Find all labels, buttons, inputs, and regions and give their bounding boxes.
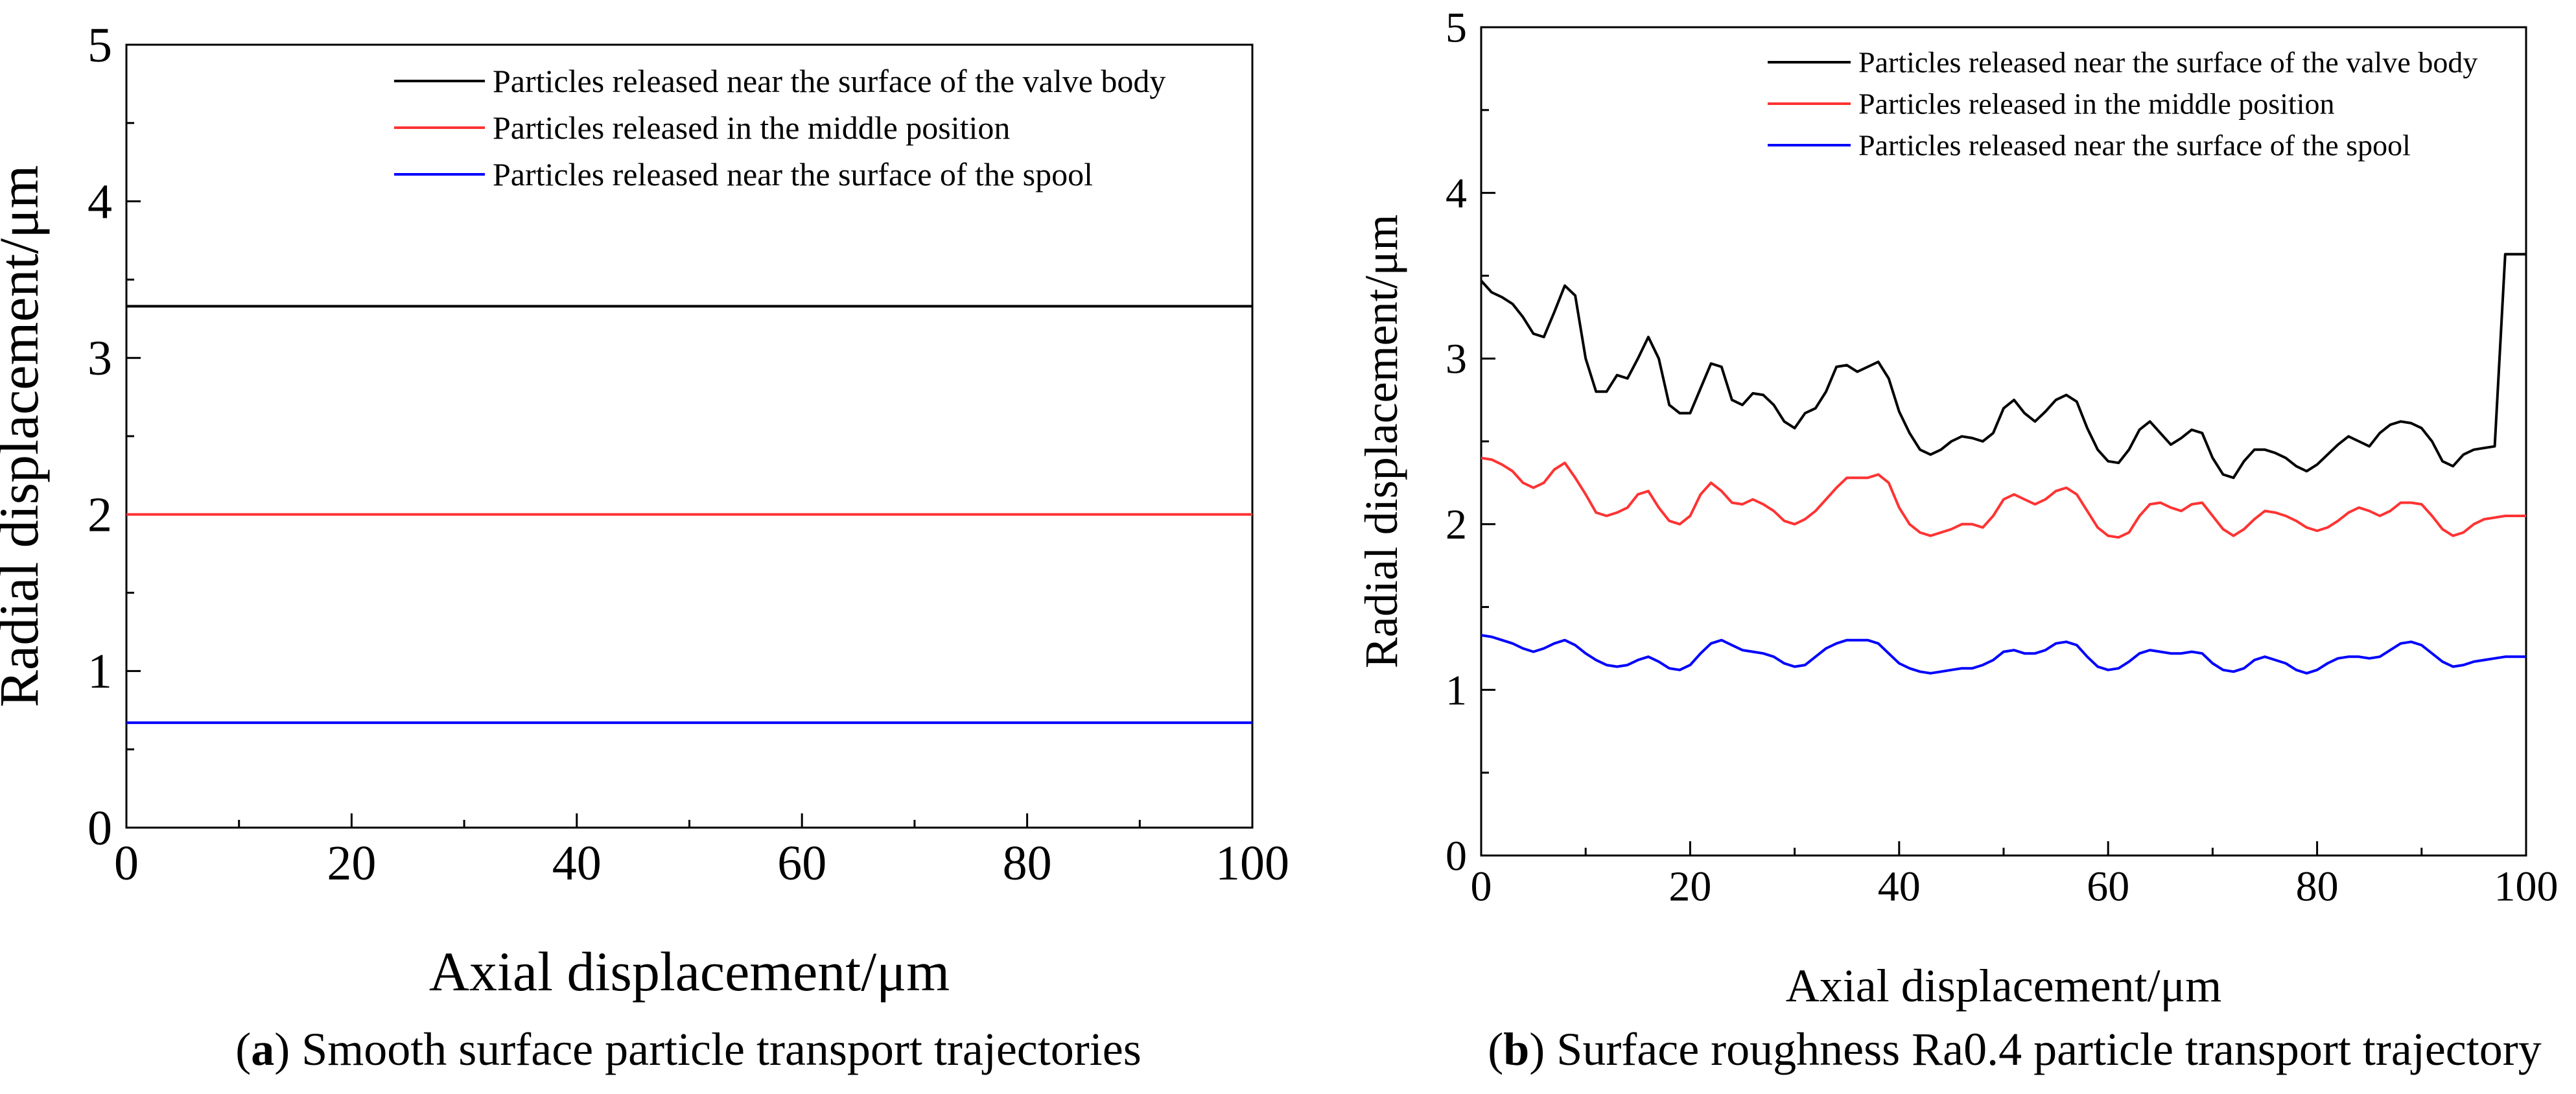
y-axis-label: Radial displacement/μm xyxy=(1355,215,1407,668)
legend-label-1: Particles released near the surface of t… xyxy=(493,63,1165,99)
caption-text: Smooth surface particle transport trajec… xyxy=(301,1023,1142,1075)
y-tick-label: 1 xyxy=(88,644,112,699)
y-tick-label: 3 xyxy=(88,331,112,386)
legend-label-2: Particles released in the middle positio… xyxy=(493,110,1010,146)
caption-letter: b xyxy=(1503,1023,1529,1075)
chart-panel-b: 0 20 40 60 80 100 0 1 2 3 4 5 Axial displacement/μm R… xyxy=(1355,4,2558,1075)
x-tick-label: 80 xyxy=(1003,836,1052,890)
x-tick-label: 20 xyxy=(327,836,376,890)
caption-paren-close: ) xyxy=(274,1023,301,1075)
x-tick-label: 0 xyxy=(114,836,139,890)
legend-label-1: Particles released near the surface of t… xyxy=(1858,46,2477,79)
x-tick-label: 40 xyxy=(552,836,602,890)
caption-paren-open: ( xyxy=(235,1023,251,1075)
panel-caption: (b) Surface roughness Ra0.4 particle tra… xyxy=(1488,1023,2541,1075)
legend-label-3: Particles released near the surface of t… xyxy=(493,156,1093,192)
series-line-1 xyxy=(1480,253,2526,480)
y-tick-label: 4 xyxy=(1446,170,1467,217)
caption-paren-close: ) xyxy=(1529,1023,1556,1075)
legend: Particles released near the surface of t… xyxy=(394,63,1165,192)
caption-letter: a xyxy=(251,1023,274,1075)
series-line-3 xyxy=(1481,634,2526,675)
y-tick-label: 0 xyxy=(88,801,112,855)
caption-text: Surface roughness Ra0.4 particle transpo… xyxy=(1556,1023,2541,1075)
x-tick-label: 0 xyxy=(1471,863,1492,910)
legend-label-3: Particles released near the surface of t… xyxy=(1858,129,2411,162)
y-tick-label: 0 xyxy=(1446,832,1467,879)
panel-caption: (a) Smooth surface particle transport tr… xyxy=(235,1023,1141,1075)
x-axis-label: Axial displacement/μm xyxy=(1786,960,2221,1012)
chart-panel-a: 0 20 40 60 80 100 0 1 2 3 4 5 Axial displacement/μm R… xyxy=(0,18,1289,1075)
y-tick-label: 4 xyxy=(88,174,112,229)
y-tick-label: 5 xyxy=(88,18,112,73)
y-axis-label: Radial displacement/μm xyxy=(0,165,50,708)
y-tick-label: 1 xyxy=(1446,667,1467,714)
series-line-2 xyxy=(1481,456,2526,539)
y-tick-label: 5 xyxy=(1446,4,1467,51)
x-tick-label: 60 xyxy=(777,836,826,890)
legend: Particles released near the surface of t… xyxy=(1768,46,2477,162)
x-tick-label: 40 xyxy=(1878,863,1921,910)
y-tick-label: 2 xyxy=(1446,501,1467,548)
x-tick-label: 100 xyxy=(2494,863,2558,910)
x-tick-label: 100 xyxy=(1215,836,1289,890)
x-axis-label: Axial displacement/μm xyxy=(429,940,950,1003)
caption-paren-open: ( xyxy=(1488,1023,1503,1075)
y-tick-label: 2 xyxy=(88,488,112,542)
legend-label-2: Particles released in the middle positio… xyxy=(1858,87,2335,121)
y-tick-label: 3 xyxy=(1446,336,1467,383)
x-tick-label: 20 xyxy=(1669,863,1711,910)
x-tick-label: 60 xyxy=(2087,863,2129,910)
x-tick-label: 80 xyxy=(2296,863,2339,910)
